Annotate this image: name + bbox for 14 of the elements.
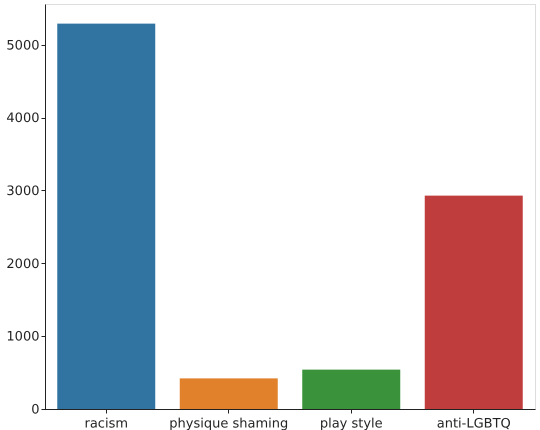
y-tick-label: 4000 (6, 111, 40, 126)
y-tick-label: 0 (31, 402, 40, 418)
y-tick-label: 5000 (6, 38, 40, 54)
x-tick-label: play style (320, 416, 383, 430)
x-tick-label: anti-LGBTQ (436, 416, 511, 430)
bar (424, 196, 523, 409)
y-tick-label: 2000 (6, 256, 40, 272)
y-tick-label: 1000 (6, 330, 40, 345)
y-tick-label: 3000 (6, 184, 40, 199)
bar (180, 378, 278, 409)
x-tick-label: physique shaming (169, 416, 288, 430)
x-tick-label: racism (84, 416, 128, 430)
bar (57, 24, 156, 409)
bar (302, 370, 400, 409)
